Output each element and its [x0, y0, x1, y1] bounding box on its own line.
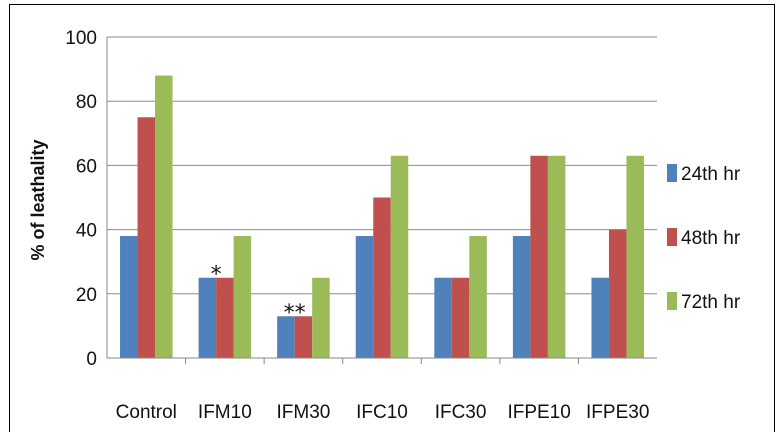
bar-IFC10-24th-hr	[355, 236, 374, 358]
x-tick-label: Control	[116, 402, 177, 423]
bar-IFPE30-24th-hr	[591, 277, 609, 358]
bar-IFPE10-48th-hr	[530, 155, 548, 358]
x-tick-label: IFM30	[276, 402, 330, 423]
bar-IFC30-48th-hr	[451, 277, 470, 358]
bar-IFM30-48th-hr	[294, 316, 313, 358]
x-tick-label: IFPE10	[507, 402, 570, 423]
bar-IFM30-24th-hr	[277, 316, 295, 358]
y-tick-label: 60	[76, 156, 97, 177]
bar-IFM10-24th-hr	[198, 277, 217, 358]
bar-IFPE10-72th-hr	[547, 155, 566, 358]
legend-label: 72th hr	[681, 292, 741, 313]
legend-swatch	[667, 164, 677, 182]
y-tick-label: 100	[65, 28, 97, 49]
significance-marker: **	[284, 301, 306, 326]
bar-IFC10-72th-hr	[390, 155, 409, 358]
bar-IFM30-72th-hr	[312, 277, 330, 358]
x-tick-label: IFC10	[356, 402, 408, 423]
bar-IFC30-72th-hr	[469, 236, 487, 358]
x-tick-label: IFM10	[198, 402, 252, 423]
bars	[120, 75, 644, 364]
bar-IFM10-72th-hr	[233, 236, 252, 358]
legend-swatch	[667, 228, 677, 246]
x-tick-label: IFPE30	[586, 402, 649, 423]
y-axis-label: % of leathality	[28, 139, 48, 260]
y-tick-labels: 0 20 40 60 80 100	[65, 28, 97, 370]
legend-label: 48th hr	[681, 228, 741, 249]
bar-Control-48th-hr	[137, 117, 156, 358]
significance-marker: *	[211, 262, 222, 287]
bar-Control-24th-hr	[120, 236, 138, 358]
legend-label: 24th hr	[681, 164, 741, 185]
y-tick-label: 0	[86, 349, 97, 370]
y-tick-label: 40	[76, 221, 97, 242]
bar-IFPE10-24th-hr	[512, 236, 531, 358]
bar-Control-72th-hr	[155, 75, 173, 359]
bar-IFPE30-72th-hr	[626, 155, 644, 358]
bar-IFM10-48th-hr	[216, 277, 234, 358]
y-tick-label: 80	[76, 92, 97, 113]
bar-IFC10-48th-hr	[373, 197, 391, 358]
significance-annotations: ***	[211, 262, 306, 326]
x-tick-labels: Control IFM10 IFM30 IFC10 IFC30 IFPE10 IFPE30	[116, 402, 650, 423]
legend-swatch	[667, 292, 677, 310]
bar-IFPE30-48th-hr	[608, 229, 627, 358]
bar-IFC30-24th-hr	[434, 277, 452, 358]
legend: 24th hr 48th hr 72th hr	[667, 164, 741, 313]
y-tick-label: 20	[76, 285, 97, 306]
x-tick-label: IFC30	[435, 402, 487, 423]
